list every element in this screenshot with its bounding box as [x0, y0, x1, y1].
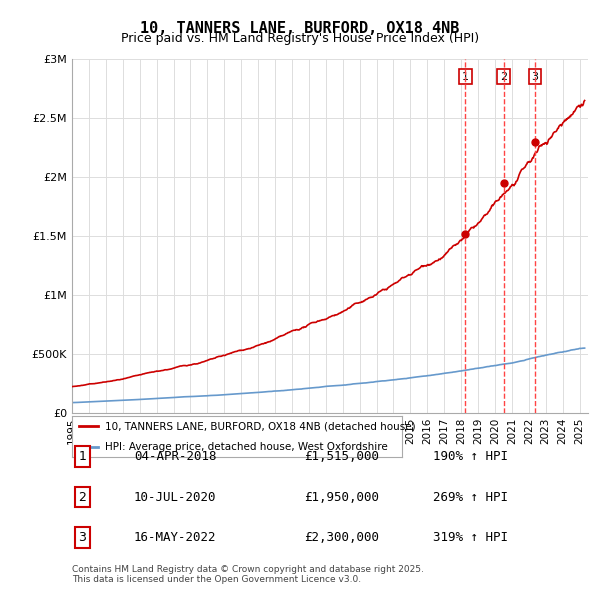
Text: 16-MAY-2022: 16-MAY-2022: [134, 531, 217, 544]
Text: 10-JUL-2020: 10-JUL-2020: [134, 490, 217, 504]
Text: 1: 1: [79, 450, 86, 463]
Text: £1,950,000: £1,950,000: [304, 490, 379, 504]
Text: 2: 2: [500, 72, 508, 81]
Text: 1: 1: [462, 72, 469, 81]
Text: 10, TANNERS LANE, BURFORD, OX18 4NB (detached house): 10, TANNERS LANE, BURFORD, OX18 4NB (det…: [105, 421, 416, 431]
Text: 2: 2: [79, 490, 86, 504]
Text: 3: 3: [79, 531, 86, 544]
Text: 3: 3: [532, 72, 539, 81]
Text: 10, TANNERS LANE, BURFORD, OX18 4NB: 10, TANNERS LANE, BURFORD, OX18 4NB: [140, 21, 460, 35]
Text: £1,515,000: £1,515,000: [304, 450, 379, 463]
Text: HPI: Average price, detached house, West Oxfordshire: HPI: Average price, detached house, West…: [105, 442, 388, 452]
Text: 269% ↑ HPI: 269% ↑ HPI: [433, 490, 508, 504]
Text: 319% ↑ HPI: 319% ↑ HPI: [433, 531, 508, 544]
Text: £2,300,000: £2,300,000: [304, 531, 379, 544]
Text: Price paid vs. HM Land Registry's House Price Index (HPI): Price paid vs. HM Land Registry's House …: [121, 32, 479, 45]
Text: 190% ↑ HPI: 190% ↑ HPI: [433, 450, 508, 463]
Text: 04-APR-2018: 04-APR-2018: [134, 450, 217, 463]
Text: Contains HM Land Registry data © Crown copyright and database right 2025.
This d: Contains HM Land Registry data © Crown c…: [72, 565, 424, 584]
